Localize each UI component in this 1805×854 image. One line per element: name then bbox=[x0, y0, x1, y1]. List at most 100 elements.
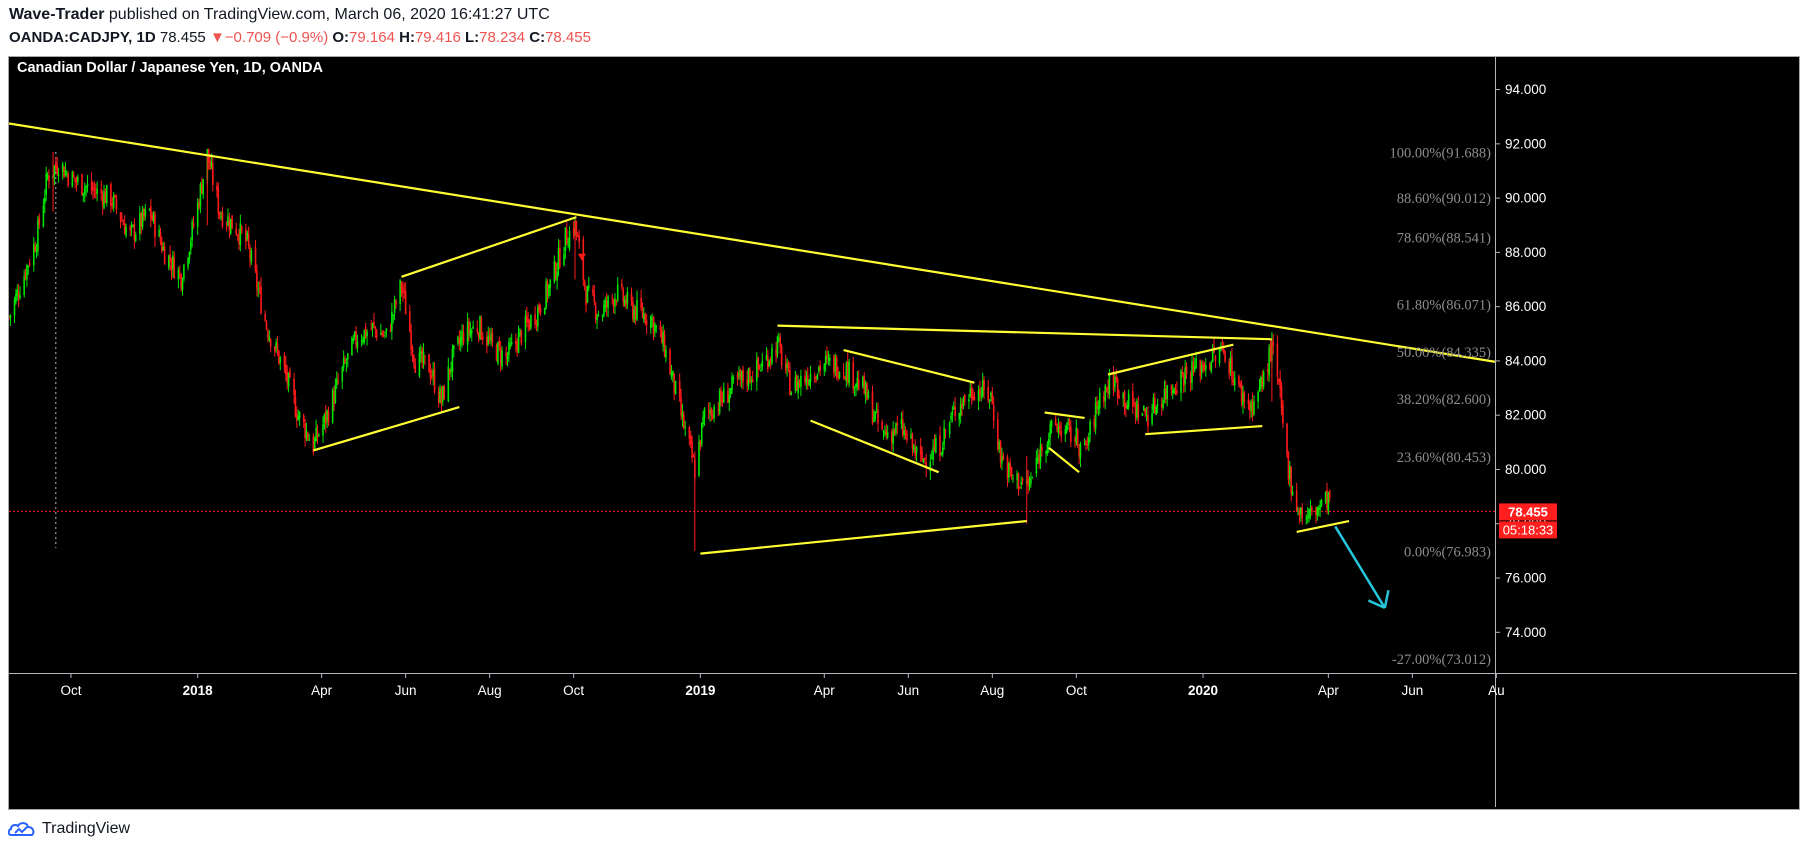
candle-body bbox=[886, 432, 889, 438]
candle-body bbox=[853, 386, 856, 388]
candle-body bbox=[1176, 390, 1178, 394]
candle-body bbox=[315, 427, 317, 442]
candle-body bbox=[1163, 388, 1166, 398]
candle-body bbox=[1162, 400, 1164, 408]
candle-body bbox=[900, 419, 903, 424]
candle-body bbox=[1286, 423, 1288, 455]
candle-body bbox=[943, 428, 945, 445]
candle-body bbox=[432, 370, 434, 377]
candle-body bbox=[119, 212, 122, 222]
fib-level-label: 38.20%(82.600) bbox=[1397, 392, 1491, 408]
candle-body bbox=[722, 388, 725, 403]
candle-body bbox=[678, 381, 681, 399]
candle-body bbox=[1093, 418, 1096, 427]
candle-body bbox=[1133, 402, 1135, 404]
candle-body bbox=[977, 390, 980, 401]
candle-body bbox=[856, 377, 859, 387]
candle-body bbox=[94, 192, 97, 194]
candle-body bbox=[1103, 395, 1105, 403]
trendline bbox=[9, 122, 1495, 363]
candle-body bbox=[616, 284, 619, 301]
candle-body bbox=[1327, 491, 1330, 511]
candle-body bbox=[151, 215, 154, 221]
candle-body bbox=[257, 289, 260, 291]
candle-body bbox=[534, 314, 536, 325]
candle-body bbox=[366, 331, 368, 337]
candle-body bbox=[212, 163, 214, 185]
candle-body bbox=[710, 408, 713, 416]
x-tick-label: Aug bbox=[478, 683, 502, 698]
candle-body bbox=[564, 227, 567, 252]
last-price-badge bbox=[1499, 503, 1557, 521]
candle-body bbox=[910, 434, 912, 439]
candle-body bbox=[1074, 439, 1076, 441]
candle-body bbox=[528, 321, 531, 330]
candle-body bbox=[565, 229, 568, 245]
candle-body bbox=[848, 361, 850, 384]
candle-body bbox=[757, 357, 759, 369]
candle-body bbox=[152, 213, 155, 222]
candle-body bbox=[1257, 392, 1259, 402]
candle-body bbox=[1152, 397, 1155, 410]
candle-body bbox=[1171, 390, 1174, 393]
trendline bbox=[1296, 519, 1350, 533]
candle-body bbox=[997, 419, 999, 450]
candle-body bbox=[819, 365, 821, 371]
brand-name[interactable]: TradingView bbox=[42, 820, 131, 837]
candle-body bbox=[196, 202, 199, 227]
candle-body bbox=[1105, 387, 1108, 389]
candle-body bbox=[133, 223, 136, 240]
candle-body bbox=[479, 316, 481, 339]
candle-body bbox=[370, 328, 373, 330]
candle-body bbox=[669, 349, 671, 375]
price-chart[interactable]: 74.00076.00078.00080.00082.00084.00086.0… bbox=[9, 57, 1797, 807]
candle-body bbox=[954, 406, 956, 417]
candle-body bbox=[838, 372, 841, 378]
candle-body bbox=[342, 358, 345, 368]
candle-body bbox=[498, 341, 501, 347]
close-label: C: bbox=[529, 29, 546, 46]
candle-body bbox=[218, 212, 221, 216]
candle-body bbox=[307, 432, 309, 440]
candle-body bbox=[231, 215, 233, 229]
y-tick-label: 80.000 bbox=[1505, 462, 1546, 477]
candle-body bbox=[327, 411, 330, 423]
candle-body bbox=[437, 391, 440, 403]
candle-body bbox=[651, 318, 653, 320]
candle-body bbox=[250, 250, 253, 262]
candle-body bbox=[1247, 399, 1250, 405]
candle-body bbox=[543, 307, 546, 315]
candle-body bbox=[1276, 343, 1279, 377]
candle-body bbox=[1324, 491, 1327, 503]
candle-body bbox=[621, 283, 623, 287]
candle-body bbox=[382, 335, 385, 337]
candle-body bbox=[92, 189, 94, 191]
candle-body bbox=[381, 332, 384, 337]
candle-body bbox=[83, 187, 86, 194]
candle-body bbox=[1309, 508, 1312, 511]
candle-body bbox=[122, 222, 125, 225]
candle-body bbox=[1214, 355, 1217, 362]
candle-body bbox=[654, 323, 656, 332]
candle-body bbox=[990, 392, 992, 397]
candle-body bbox=[13, 299, 16, 316]
candle-body bbox=[981, 380, 984, 397]
candle-body bbox=[486, 336, 488, 346]
candle-body bbox=[1306, 516, 1309, 518]
candle-body bbox=[443, 385, 445, 400]
candle-body bbox=[911, 433, 914, 449]
author-name[interactable]: Wave-Trader bbox=[9, 6, 105, 23]
candle-body bbox=[893, 428, 896, 434]
candle-body bbox=[813, 376, 816, 379]
candle-body bbox=[761, 360, 764, 367]
candle-body bbox=[55, 163, 57, 168]
candle-body bbox=[906, 433, 908, 441]
candle-body bbox=[1065, 425, 1068, 433]
candle-body bbox=[780, 346, 783, 366]
candle-body bbox=[1021, 478, 1024, 481]
candle-body bbox=[681, 412, 684, 418]
candle-body bbox=[857, 379, 860, 390]
candle-body bbox=[517, 332, 520, 353]
candle-body bbox=[1144, 408, 1146, 414]
candle-body bbox=[38, 217, 41, 225]
